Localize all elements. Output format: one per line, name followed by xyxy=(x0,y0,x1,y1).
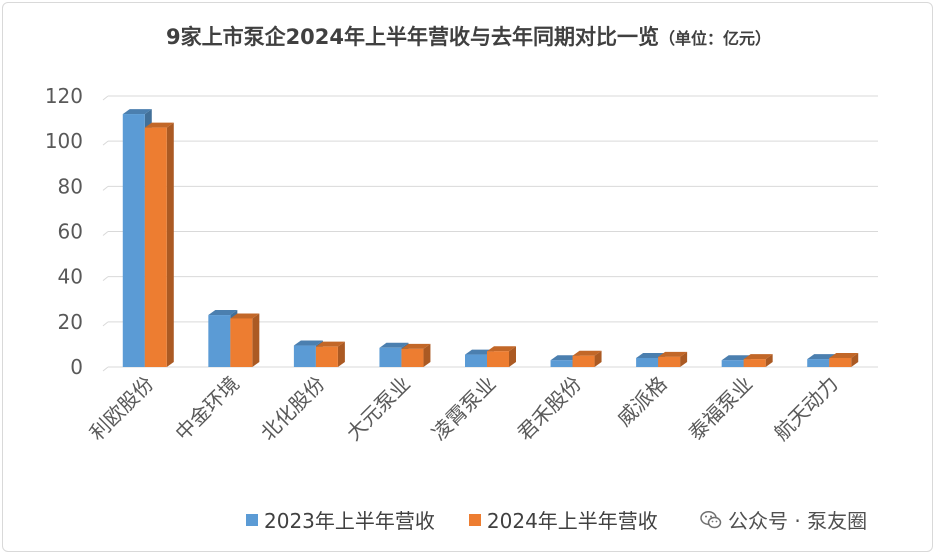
gridline-depth xyxy=(102,231,109,236)
bars xyxy=(122,109,859,368)
legend-label-2023: 2023年上半年营收 xyxy=(264,509,435,533)
bar-2024 xyxy=(572,350,602,367)
y-tick-label: 40 xyxy=(58,265,83,289)
bar-2024 xyxy=(658,351,688,367)
legend-swatch-2024 xyxy=(468,513,481,526)
watermark-text: 公众号 · 泵友圈 xyxy=(728,509,868,533)
bar-2024 xyxy=(144,122,174,367)
y-tick-label: 20 xyxy=(58,310,83,334)
legend-swatch-2023 xyxy=(246,513,258,526)
chart-title: 9家上市泵企2024年上半年营收与去年同期对比一览（单位：亿元） xyxy=(0,21,937,51)
watermark: 公众号 · 泵友圈 xyxy=(700,505,867,534)
y-tick-label: 60 xyxy=(58,220,83,244)
bar-2024 xyxy=(829,352,859,367)
gridline-depth xyxy=(102,140,109,146)
bar-2024 xyxy=(315,341,345,367)
legend: 2023年上半年营收 2024年上半年营收 xyxy=(246,505,692,534)
bar-2024 xyxy=(487,346,516,367)
x-tick-label: 中金环境 xyxy=(170,372,244,446)
x-tick-label: 泰福泵业 xyxy=(684,372,758,446)
x-tick-label: 北化股份 xyxy=(256,372,330,446)
x-tick-label: 利欧股份 xyxy=(85,372,159,446)
legend-label-2024: 2024年上半年营收 xyxy=(486,509,658,533)
x-tick-label: 航天动力 xyxy=(769,372,843,446)
gridline-depth xyxy=(102,95,109,101)
bar-2024 xyxy=(230,313,260,367)
legend-item-2023: 2023年上半年营收 xyxy=(246,505,435,534)
x-tick-label: 威派格 xyxy=(612,372,671,431)
y-tick-label: 100 xyxy=(45,129,83,153)
y-tick-label: 80 xyxy=(58,174,83,198)
gridline-depth xyxy=(102,366,109,372)
gridline-depth xyxy=(102,185,109,191)
x-tick-label: 凌霄泵业 xyxy=(427,372,501,446)
bar-2024 xyxy=(743,354,773,367)
legend-item-2024: 2024年上半年营收 xyxy=(468,505,658,534)
gridline-depth xyxy=(102,276,109,282)
y-tick-label: 0 xyxy=(70,355,83,379)
gridline-depth xyxy=(102,321,109,327)
wechat-icon xyxy=(700,510,722,528)
y-tick-label: 120 xyxy=(45,84,83,108)
chart-unit: （单位：亿元） xyxy=(659,29,772,48)
y-axis: 0 20 40 60 80 100 120 xyxy=(45,84,83,379)
x-tick-label: 大元泵业 xyxy=(341,372,415,446)
bar-2024 xyxy=(401,343,431,367)
chart-title-text: 9家上市泵企2024年上半年营收与去年同期对比一览 xyxy=(165,25,660,49)
x-axis: 利欧股份 中金环境 北化股份 大元泵业 凌霄泵业 君禾股份 威派格 泰福泵业 航天动力 xyxy=(85,372,843,446)
x-tick-label: 君禾股份 xyxy=(513,372,587,446)
